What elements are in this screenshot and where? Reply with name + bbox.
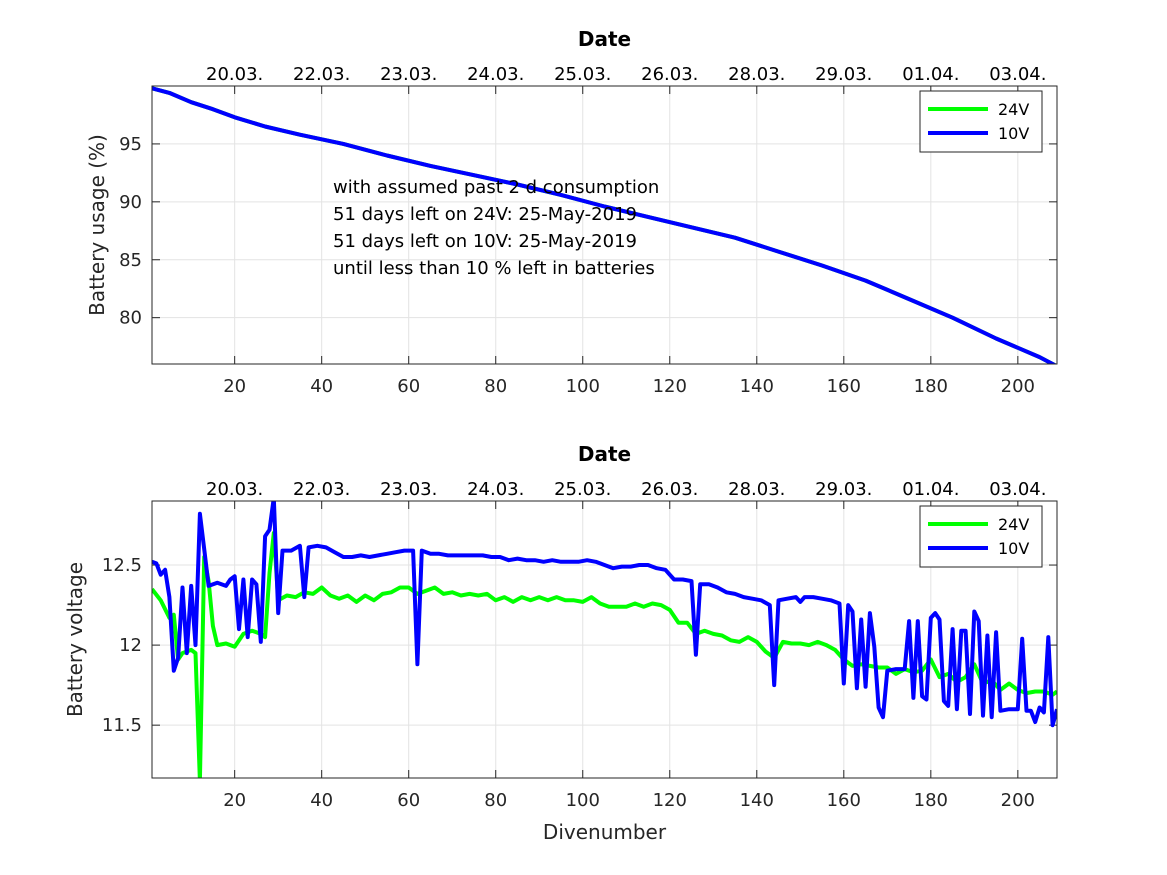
date-tick-label: 23.03. [380, 64, 437, 85]
battery-voltage-plot: 20 40 60 80 100 120 140 160 180 200 11.5 12 12.5 20.0… [63, 442, 1058, 844]
x-tick-label: 160 [827, 790, 861, 811]
date-tick-label: 25.03. [554, 479, 611, 500]
axis-frame [151, 500, 1058, 779]
x-tick-label: 140 [740, 790, 774, 811]
legend-label: 24V [998, 515, 1029, 534]
x-tick-label: 60 [397, 376, 420, 397]
x-tick-label: 180 [914, 790, 948, 811]
date-tick-label: 24.03. [467, 479, 524, 500]
x-tick-label: 100 [566, 376, 600, 397]
x-tick-label: 40 [310, 376, 333, 397]
x-tick-label: 80 [484, 790, 507, 811]
date-tick-label: 28.03. [728, 64, 785, 85]
legend-label: 10V [998, 124, 1029, 143]
legend-label: 24V [998, 100, 1029, 119]
y-axis-label: Battery usage (%) [85, 134, 109, 316]
y-tick-label: 90 [119, 192, 142, 213]
date-tick-label: 24.03. [467, 64, 524, 85]
x-tick-label: 80 [484, 376, 507, 397]
x-tick-label: 120 [653, 376, 687, 397]
battery-usage-plot: 20 40 60 80 100 120 140 160 180 200 80 85 90 95 20.03.… [85, 27, 1058, 397]
x-tick-label: 60 [397, 790, 420, 811]
y-tick-label: 85 [119, 250, 142, 271]
legend-label: 10V [998, 539, 1029, 558]
annotation-line: 51 days left on 10V: 25-May-2019 [333, 231, 637, 252]
x-tick-label: 160 [827, 376, 861, 397]
date-tick-label: 29.03. [815, 479, 872, 500]
y-tick-label: 12 [119, 635, 142, 656]
x-tick-label: 20 [223, 790, 246, 811]
annotation-line: 51 days left on 24V: 25-May-2019 [333, 204, 637, 225]
date-tick-label: 28.03. [728, 479, 785, 500]
date-tick-label: 29.03. [815, 64, 872, 85]
y-tick-label: 11.5 [102, 715, 142, 736]
date-tick-label: 26.03. [641, 479, 698, 500]
y-tick-label: 95 [119, 134, 142, 155]
date-tick-label: 01.04. [902, 64, 959, 85]
x-tick-label: 140 [740, 376, 774, 397]
series-line-10v [152, 86, 1057, 364]
y-axis-label: Battery voltage [63, 562, 87, 717]
date-tick-label: 03.04. [989, 479, 1046, 500]
x-tick-label: 40 [310, 790, 333, 811]
date-tick-label: 22.03. [293, 479, 350, 500]
annotation-line: until less than 10 % left in batteries [333, 258, 655, 279]
annotation-line: with assumed past 2 d consumption [333, 177, 659, 198]
legend-box [919, 90, 1043, 153]
date-axis-title: Date [578, 27, 631, 51]
date-tick-label: 01.04. [902, 479, 959, 500]
date-axis-title: Date [578, 442, 631, 466]
date-tick-label: 20.03. [206, 64, 263, 85]
x-tick-label: 200 [1001, 376, 1035, 397]
x-tick-label: 20 [223, 376, 246, 397]
x-tick-label: 120 [653, 790, 687, 811]
series-line-10v [152, 501, 1057, 728]
date-tick-label: 26.03. [641, 64, 698, 85]
x-tick-label: 180 [914, 376, 948, 397]
x-tick-label: 100 [566, 790, 600, 811]
date-tick-label: 20.03. [206, 479, 263, 500]
date-tick-label: 22.03. [293, 64, 350, 85]
date-tick-label: 25.03. [554, 64, 611, 85]
date-tick-label: 03.04. [989, 64, 1046, 85]
date-tick-label: 23.03. [380, 479, 437, 500]
axis-frame [151, 85, 1058, 365]
y-tick-label: 12.5 [102, 555, 142, 576]
x-tick-label: 200 [1001, 790, 1035, 811]
series-line-24v [152, 531, 1057, 778]
x-axis-label: Divenumber [543, 820, 667, 844]
y-tick-label: 80 [119, 308, 142, 329]
legend-box [919, 505, 1043, 568]
